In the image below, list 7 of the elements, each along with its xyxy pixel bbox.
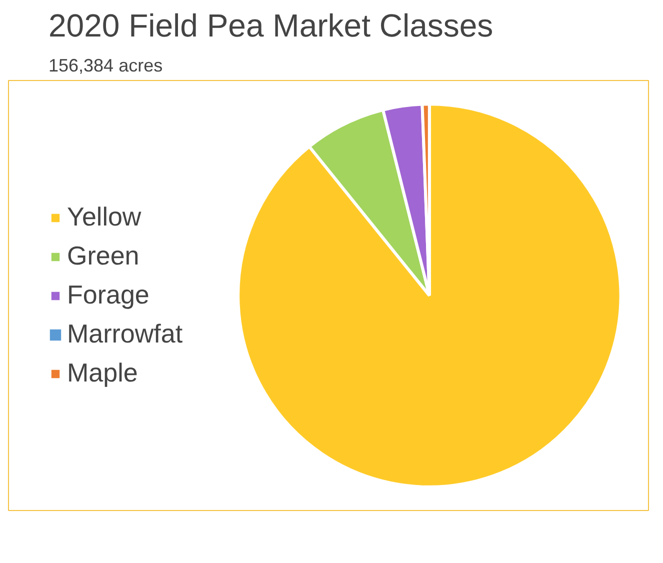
chart-title: 2020 Field Pea Market Classes — [48, 8, 494, 44]
legend-label: Forage — [67, 280, 150, 310]
legend-label: Yellow — [67, 202, 142, 232]
legend-label: Maple — [67, 358, 138, 388]
chart-subtitle: 156,384 acres — [48, 56, 163, 76]
legend-label: Green — [67, 240, 140, 272]
legend-label: Marrowfat — [67, 318, 183, 350]
